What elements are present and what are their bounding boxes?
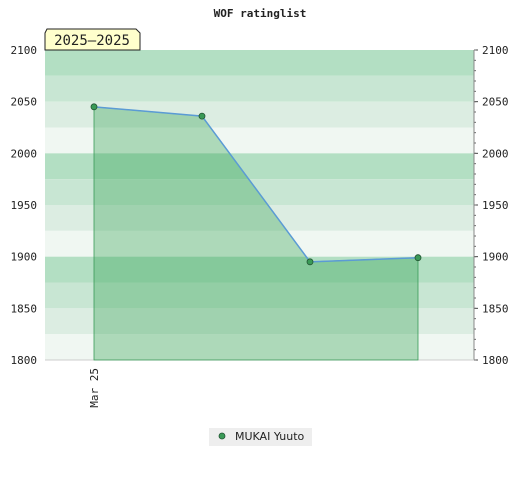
point	[306, 258, 314, 266]
legend-box	[209, 428, 312, 446]
y2-tick-label: 1850	[482, 302, 509, 315]
background-band	[45, 127, 474, 154]
point	[90, 103, 98, 111]
background-band	[45, 75, 474, 102]
y2-tick-label: 1950	[482, 199, 509, 212]
y-tick-label: 2100	[11, 44, 38, 57]
legend-label: MUKAI Yuuto	[235, 430, 305, 443]
chart-title: WOF ratinglist	[214, 7, 307, 20]
y-tick-label: 1800	[11, 354, 38, 367]
y-tick-label: 2050	[11, 96, 38, 109]
background-band	[45, 153, 474, 180]
y-tick-label: 1950	[11, 199, 38, 212]
y2-tick-label: 2100	[482, 44, 509, 57]
legend-marker	[218, 432, 226, 440]
y-tick-label: 1850	[11, 302, 38, 315]
background-band	[45, 230, 474, 257]
badge: 2025—2025	[54, 33, 130, 49]
background-band	[45, 179, 474, 205]
y2-tick-label: 2000	[482, 147, 509, 160]
line	[93, 106, 419, 263]
x-tick-label: Mar 25	[88, 368, 101, 408]
background-band	[45, 256, 474, 283]
background-band	[45, 50, 474, 76]
background-band	[45, 282, 474, 309]
badge-box	[44, 28, 141, 51]
point	[414, 254, 422, 262]
y2-tick-label: 1800	[482, 354, 509, 367]
y-tick-label: 2000	[11, 147, 38, 160]
background-band	[45, 308, 474, 335]
background-band	[45, 101, 474, 128]
background-band	[45, 205, 474, 231]
y-tick-label: 1900	[11, 251, 38, 264]
y2-tick-label: 1900	[482, 251, 509, 264]
point	[198, 112, 206, 120]
y2-tick-label: 2050	[482, 96, 509, 109]
background-band	[45, 334, 474, 360]
